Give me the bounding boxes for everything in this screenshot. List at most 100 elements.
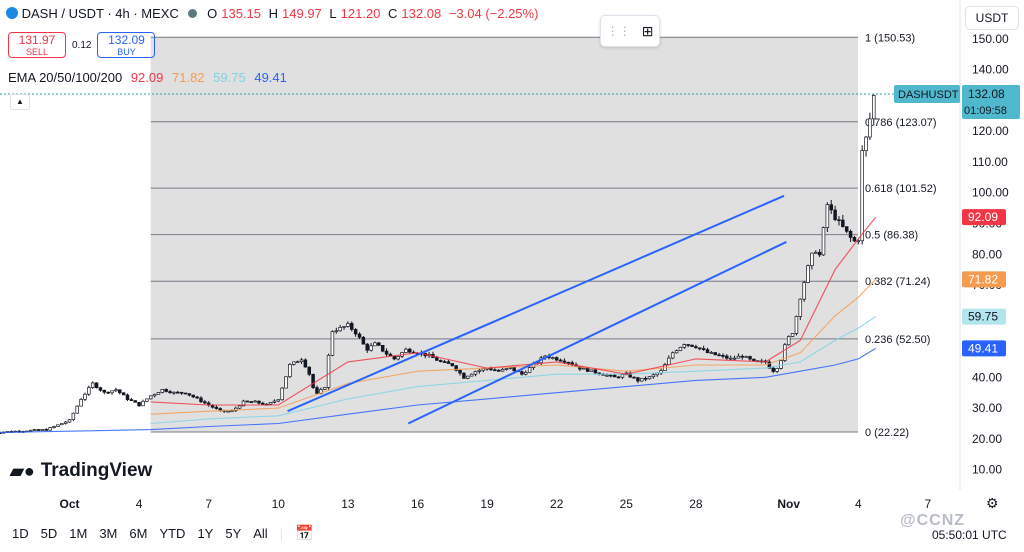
candle-body <box>346 323 350 327</box>
fib-label-0: 0 (22.22) <box>865 427 909 439</box>
candle-body <box>562 360 567 363</box>
price-tick-150: 150.00 <box>972 32 1009 46</box>
dash-logo-icon <box>6 7 18 19</box>
candle-body <box>87 387 91 395</box>
trend-channel[interactable] <box>287 194 787 425</box>
candle-body <box>187 393 192 396</box>
candle-body <box>168 391 172 394</box>
range-1m[interactable]: 1M <box>69 525 88 541</box>
candle-body <box>334 330 339 333</box>
time-tick-Oct: Oct <box>59 497 79 511</box>
candle-body <box>744 356 748 358</box>
ema-legend[interactable]: EMA 20/50/100/200 92.09 71.82 59.75 49.4… <box>8 70 292 85</box>
candle-body <box>106 391 110 394</box>
current-price-text: 132.08 <box>968 87 1005 101</box>
candle-body <box>160 389 165 393</box>
candle-body <box>698 347 702 350</box>
candle-body <box>176 391 180 394</box>
range-5y[interactable]: 5Y <box>225 525 242 541</box>
separator: | <box>279 525 284 541</box>
market-status-icon <box>188 9 198 18</box>
range-ytd[interactable]: YTD <box>159 525 186 541</box>
candle-body <box>821 227 826 256</box>
candle-body <box>377 342 381 346</box>
fib-retracement[interactable]: 1 (150.53) 0.786 (123.07) 0.618 (101.52) 0.… <box>150 32 937 439</box>
time-axis[interactable]: Oct 4 7 10 13 16 19 22 25 28 Nov 4 7 <box>59 497 931 511</box>
candle-body <box>288 364 292 378</box>
logo-text: TradingView <box>40 460 153 481</box>
candle-body <box>83 393 87 400</box>
goto-date-icon[interactable]: 📅 <box>295 525 314 542</box>
price-tick-80: 80.00 <box>972 247 1002 261</box>
time-tick-4: 4 <box>136 497 143 511</box>
candle-body <box>338 327 342 332</box>
add-object-icon[interactable]: ⊞ <box>641 22 654 39</box>
range-5d[interactable]: 5D <box>40 525 58 541</box>
candle-body <box>79 399 83 407</box>
candle-body <box>29 429 33 432</box>
buy-button[interactable]: 132.09 BUY <box>97 32 156 58</box>
high-value: 149.97 <box>282 6 322 21</box>
candle-body <box>473 371 478 375</box>
price-tick-120: 120.00 <box>972 124 1009 138</box>
ema200-tag-bg <box>962 340 1006 357</box>
high-label: H <box>268 6 279 21</box>
candle-body <box>732 357 737 360</box>
candle-body <box>647 376 652 380</box>
collapse-legend-icon[interactable]: ▲ <box>10 94 30 110</box>
symbol-title[interactable]: DASH / USDT · 4h · MEXC <box>21 6 179 21</box>
sell-button[interactable]: 131.97 SELL <box>8 32 66 58</box>
candle-body <box>396 355 400 360</box>
buy-label: BUY <box>117 47 136 57</box>
time-tick-19: 19 <box>480 497 494 511</box>
candle-body <box>311 373 315 388</box>
candle-body <box>767 361 772 369</box>
candle-body <box>110 390 114 394</box>
change-value: −3.04 (−2.25%) <box>448 6 539 21</box>
candle-body <box>500 369 505 372</box>
candle-body <box>438 360 443 362</box>
range-3m[interactable]: 3M <box>99 525 118 541</box>
time-tick-16: 16 <box>411 497 425 511</box>
candle-body <box>462 372 466 379</box>
candle-body <box>172 391 176 394</box>
candle-body <box>384 350 389 355</box>
candle-body <box>253 400 257 403</box>
candle-body <box>284 376 288 389</box>
candle-body <box>276 399 281 402</box>
candle-body <box>740 355 745 358</box>
fib-label-0.236: 0.236 (52.50) <box>865 334 930 346</box>
time-tick-7: 7 <box>925 497 932 511</box>
candle-body <box>199 397 203 403</box>
candle-body <box>326 354 331 388</box>
candle-body <box>686 344 690 346</box>
candle-body <box>245 400 250 403</box>
candle-body <box>551 357 555 359</box>
candle-body <box>752 358 756 362</box>
price-tick-140: 140.00 <box>972 63 1009 77</box>
candle-body <box>152 393 157 397</box>
range-6m[interactable]: 6M <box>129 525 148 541</box>
gear-icon[interactable]: ⚙ <box>986 495 999 511</box>
currency-selector[interactable]: USDT <box>965 6 1019 30</box>
price-axis[interactable]: 10.0020.0030.0040.0050.0060.0070.0080.00… <box>959 0 1009 490</box>
candle-body <box>292 361 296 365</box>
candle-body <box>94 382 99 389</box>
candle-body <box>771 367 775 372</box>
candle-body <box>717 354 721 357</box>
ema20-tag-bg <box>962 209 1006 226</box>
utc-clock[interactable]: 05:50:01 UTC <box>932 528 1007 542</box>
price-tags: 92.09 71.82 59.75 49.41 DASHUSDT 132.08 01:09:… <box>894 85 1020 357</box>
candle-body <box>725 355 729 359</box>
candle-body <box>0 432 2 434</box>
candle-body <box>71 412 76 421</box>
range-all[interactable]: All <box>253 525 268 541</box>
range-1y[interactable]: 1Y <box>197 525 214 541</box>
ema100-value: 59.75 <box>213 70 246 85</box>
candle-body <box>365 343 369 351</box>
drag-handle-icon[interactable]: ⋮⋮ <box>606 24 631 38</box>
range-1d[interactable]: 1D <box>12 525 29 541</box>
price-tick-10: 10.00 <box>972 463 1002 477</box>
price-tick-20: 20.00 <box>972 432 1002 446</box>
